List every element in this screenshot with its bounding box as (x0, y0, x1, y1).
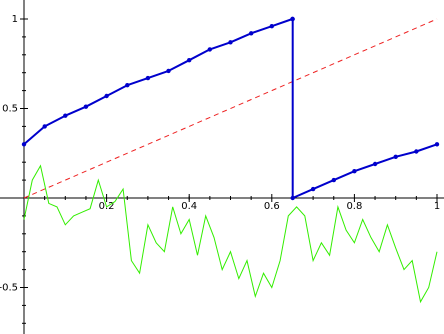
series-line-green (23, 164, 438, 304)
series-point-blue (352, 169, 357, 174)
series-point-blue (393, 154, 398, 159)
series-point-blue (207, 47, 212, 52)
series-point-blue (166, 68, 171, 74)
x-tick-label: 0.6 (264, 201, 280, 212)
chart-ticks: 0.2 0.4 0.6 0.8 110.5-0.5 (0, 14, 440, 324)
series-line-red-dashed (23, 18, 438, 199)
series-point-blue (290, 195, 295, 201)
x-tick-label: 1 (434, 201, 440, 212)
series-point-blue (83, 104, 89, 109)
y-tick-label: 1 (12, 14, 18, 25)
series-point-blue (372, 161, 378, 167)
series-point-blue (42, 124, 47, 129)
series-point-blue (269, 24, 274, 29)
series-point-blue (434, 142, 440, 147)
series-point-blue (310, 186, 316, 192)
series-point-blue (414, 149, 419, 154)
series-point-blue (125, 83, 130, 88)
series-point-blue (228, 40, 233, 45)
x-tick-label: 0.4 (181, 201, 197, 212)
chart-series (21, 16, 440, 304)
series-point-blue (63, 113, 68, 118)
series-point-blue (21, 142, 27, 147)
y-tick-label: 0.5 (2, 104, 18, 115)
series-point-blue (104, 93, 109, 99)
series-point-blue (187, 58, 192, 63)
series-point-blue (145, 75, 151, 81)
x-tick-label: 0.8 (346, 201, 362, 212)
series-point-blue (331, 177, 336, 183)
y-tick-label: -0.5 (0, 283, 18, 294)
series-point-blue (290, 16, 295, 22)
series-point-blue (249, 31, 254, 36)
